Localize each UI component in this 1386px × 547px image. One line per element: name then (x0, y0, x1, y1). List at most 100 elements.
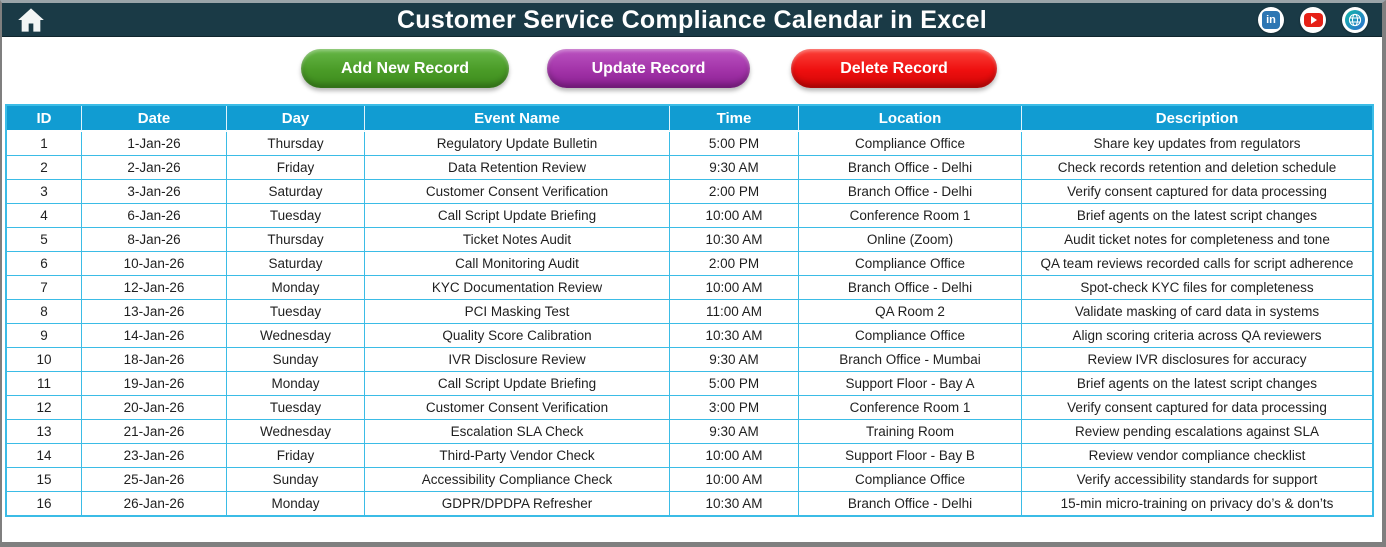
table-cell[interactable]: 13-Jan-26 (82, 300, 227, 324)
table-cell[interactable]: Tuesday (227, 300, 365, 324)
table-cell[interactable]: Conference Room 1 (799, 204, 1022, 228)
table-cell[interactable]: IVR Disclosure Review (365, 348, 670, 372)
table-cell[interactable]: Data Retention Review (365, 156, 670, 180)
table-cell[interactable]: Compliance Office (799, 324, 1022, 348)
table-cell[interactable]: Thursday (227, 228, 365, 252)
table-cell[interactable]: Validate masking of card data in systems (1022, 300, 1372, 324)
table-cell[interactable]: Saturday (227, 180, 365, 204)
table-cell[interactable]: 3:00 PM (670, 396, 799, 420)
table-cell[interactable]: 10:30 AM (670, 492, 799, 515)
column-header-event-name[interactable]: Event Name (365, 106, 670, 132)
table-cell[interactable]: Monday (227, 276, 365, 300)
table-cell[interactable]: GDPR/DPDPA Refresher (365, 492, 670, 515)
table-cell[interactable]: Review pending escalations against SLA (1022, 420, 1372, 444)
table-cell[interactable]: 10:00 AM (670, 468, 799, 492)
table-cell[interactable]: Branch Office - Mumbai (799, 348, 1022, 372)
linkedin-icon[interactable]: in (1258, 7, 1284, 33)
table-cell[interactable]: 10:30 AM (670, 324, 799, 348)
table-cell[interactable]: 21-Jan-26 (82, 420, 227, 444)
column-header-date[interactable]: Date (82, 106, 227, 132)
table-cell[interactable]: Wednesday (227, 324, 365, 348)
table-cell[interactable]: 20-Jan-26 (82, 396, 227, 420)
table-cell[interactable]: Thursday (227, 132, 365, 156)
table-cell[interactable]: QA Room 2 (799, 300, 1022, 324)
column-header-description[interactable]: Description (1022, 106, 1372, 132)
table-cell[interactable]: Customer Consent Verification (365, 396, 670, 420)
table-cell[interactable]: 3-Jan-26 (82, 180, 227, 204)
table-cell[interactable]: 10 (7, 348, 82, 372)
table-cell[interactable]: Escalation SLA Check (365, 420, 670, 444)
table-cell[interactable]: 5:00 PM (670, 132, 799, 156)
table-cell[interactable]: 26-Jan-26 (82, 492, 227, 515)
table-cell[interactable]: 1 (7, 132, 82, 156)
table-cell[interactable]: 15 (7, 468, 82, 492)
delete-record-button[interactable]: Delete Record (791, 49, 997, 88)
table-cell[interactable]: 23-Jan-26 (82, 444, 227, 468)
table-cell[interactable]: 2-Jan-26 (82, 156, 227, 180)
table-cell[interactable]: Accessibility Compliance Check (365, 468, 670, 492)
table-cell[interactable]: Monday (227, 372, 365, 396)
table-cell[interactable]: 12 (7, 396, 82, 420)
table-cell[interactable]: Saturday (227, 252, 365, 276)
table-cell[interactable]: Verify consent captured for data process… (1022, 396, 1372, 420)
table-cell[interactable]: 5 (7, 228, 82, 252)
table-cell[interactable]: Verify accessibility standards for suppo… (1022, 468, 1372, 492)
table-cell[interactable]: Ticket Notes Audit (365, 228, 670, 252)
table-cell[interactable]: 8 (7, 300, 82, 324)
table-cell[interactable]: 7 (7, 276, 82, 300)
table-cell[interactable]: Quality Score Calibration (365, 324, 670, 348)
table-cell[interactable]: Conference Room 1 (799, 396, 1022, 420)
table-cell[interactable]: 10-Jan-26 (82, 252, 227, 276)
table-cell[interactable]: Brief agents on the latest script change… (1022, 204, 1372, 228)
table-cell[interactable]: 14 (7, 444, 82, 468)
table-cell[interactable]: Spot-check KYC files for completeness (1022, 276, 1372, 300)
add-new-record-button[interactable]: Add New Record (301, 49, 509, 88)
table-cell[interactable]: Sunday (227, 348, 365, 372)
table-cell[interactable]: Support Floor - Bay A (799, 372, 1022, 396)
table-cell[interactable]: 9 (7, 324, 82, 348)
table-cell[interactable]: 6 (7, 252, 82, 276)
table-cell[interactable]: 6-Jan-26 (82, 204, 227, 228)
table-cell[interactable]: Review vendor compliance checklist (1022, 444, 1372, 468)
table-cell[interactable]: 12-Jan-26 (82, 276, 227, 300)
table-cell[interactable]: Monday (227, 492, 365, 515)
table-cell[interactable]: 18-Jan-26 (82, 348, 227, 372)
table-cell[interactable]: Branch Office - Delhi (799, 156, 1022, 180)
table-cell[interactable]: Customer Consent Verification (365, 180, 670, 204)
globe-icon[interactable] (1342, 7, 1368, 33)
update-record-button[interactable]: Update Record (547, 49, 750, 88)
table-cell[interactable]: Friday (227, 156, 365, 180)
table-cell[interactable]: Check records retention and deletion sch… (1022, 156, 1372, 180)
table-cell[interactable]: 9:30 AM (670, 156, 799, 180)
table-cell[interactable]: Call Monitoring Audit (365, 252, 670, 276)
table-cell[interactable]: 10:00 AM (670, 204, 799, 228)
table-cell[interactable]: 8-Jan-26 (82, 228, 227, 252)
table-cell[interactable]: 2:00 PM (670, 180, 799, 204)
table-cell[interactable]: Verify consent captured for data process… (1022, 180, 1372, 204)
column-header-time[interactable]: Time (670, 106, 799, 132)
table-cell[interactable]: Sunday (227, 468, 365, 492)
table-cell[interactable]: KYC Documentation Review (365, 276, 670, 300)
table-cell[interactable]: 11:00 AM (670, 300, 799, 324)
table-cell[interactable]: 11 (7, 372, 82, 396)
table-cell[interactable]: 2:00 PM (670, 252, 799, 276)
table-cell[interactable]: Call Script Update Briefing (365, 372, 670, 396)
table-cell[interactable]: 19-Jan-26 (82, 372, 227, 396)
table-cell[interactable]: Branch Office - Delhi (799, 180, 1022, 204)
table-cell[interactable]: 15-min micro-training on privacy do’s & … (1022, 492, 1372, 515)
column-header-day[interactable]: Day (227, 106, 365, 132)
table-cell[interactable]: Call Script Update Briefing (365, 204, 670, 228)
table-cell[interactable]: 3 (7, 180, 82, 204)
table-cell[interactable]: QA team reviews recorded calls for scrip… (1022, 252, 1372, 276)
table-cell[interactable]: PCI Masking Test (365, 300, 670, 324)
table-cell[interactable]: 13 (7, 420, 82, 444)
table-cell[interactable]: 2 (7, 156, 82, 180)
table-cell[interactable]: 25-Jan-26 (82, 468, 227, 492)
table-cell[interactable]: 1-Jan-26 (82, 132, 227, 156)
table-cell[interactable]: Align scoring criteria across QA reviewe… (1022, 324, 1372, 348)
table-cell[interactable]: Share key updates from regulators (1022, 132, 1372, 156)
table-cell[interactable]: Third-Party Vendor Check (365, 444, 670, 468)
table-cell[interactable]: 9:30 AM (670, 420, 799, 444)
table-cell[interactable]: Online (Zoom) (799, 228, 1022, 252)
column-header-id[interactable]: ID (7, 106, 82, 132)
